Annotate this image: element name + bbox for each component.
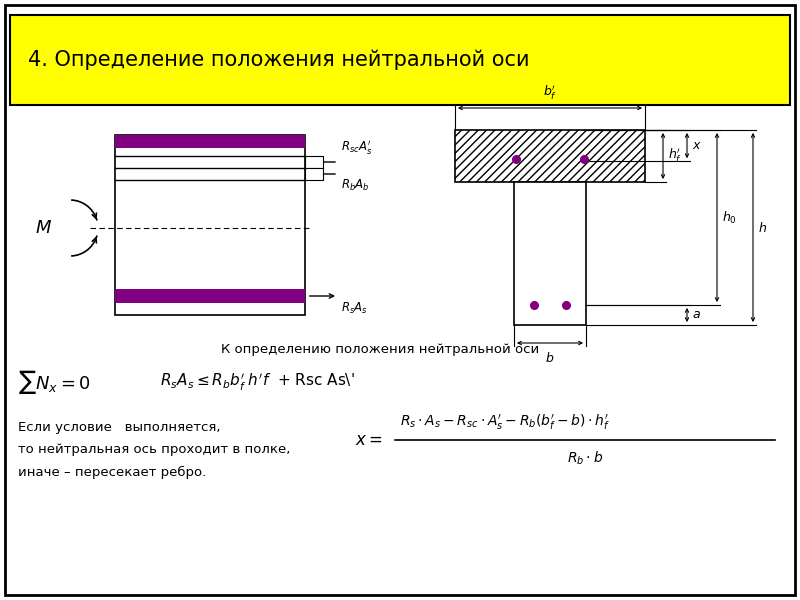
Text: $\sum N_x = 0$: $\sum N_x = 0$: [18, 368, 90, 396]
Text: $h^{\prime}_f$: $h^{\prime}_f$: [668, 147, 682, 165]
Bar: [455, 130, 645, 182]
Bar: [305, 168, 323, 180]
Text: $h_0$: $h_0$: [722, 209, 737, 226]
Text: $a$: $a$: [692, 308, 701, 322]
Bar: [514, 182, 586, 325]
FancyBboxPatch shape: [10, 15, 790, 105]
FancyBboxPatch shape: [5, 5, 795, 595]
Bar: [115, 135, 305, 315]
Text: $b$: $b$: [546, 351, 554, 365]
Text: $x$: $x$: [692, 139, 702, 152]
Text: $R_b \cdot b$: $R_b \cdot b$: [567, 449, 603, 467]
Text: $b^{\prime}_f$: $b^{\prime}_f$: [543, 84, 557, 102]
Bar: [455, 130, 645, 182]
Text: $M$: $M$: [35, 219, 52, 237]
Text: $R_{sc}A^{\prime}_s$: $R_{sc}A^{\prime}_s$: [341, 138, 373, 156]
Text: иначе – пересекает ребро.: иначе – пересекает ребро.: [18, 466, 206, 479]
Bar: [115, 289, 305, 303]
Bar: [305, 156, 323, 168]
Text: $h$: $h$: [758, 220, 767, 235]
Text: то нейтральная ось проходит в полке,: то нейтральная ось проходит в полке,: [18, 443, 290, 457]
Text: Если условие   выполняется,: Если условие выполняется,: [18, 421, 221, 434]
Text: $R_s \cdot A_s - R_{sc} \cdot A^{\prime}_s - R_b(b^{\prime}_f - b) \cdot h^{\pri: $R_s \cdot A_s - R_{sc} \cdot A^{\prime}…: [400, 412, 610, 431]
Text: $R_s A_s$: $R_s A_s$: [341, 301, 368, 316]
Text: К определению положения нейтральной оси: К определению положения нейтральной оси: [221, 343, 539, 356]
Text: 4. Определение положения нейтральной оси: 4. Определение положения нейтральной оси: [28, 50, 530, 70]
Bar: [115, 135, 305, 148]
Text: $R_b A_b$: $R_b A_b$: [341, 178, 370, 193]
Text: $R_s A_s \leq R_b b^{\prime}_f \; h^{\prime}f$  + Rsc As\': $R_s A_s \leq R_b b^{\prime}_f \; h^{\pr…: [160, 371, 355, 392]
Text: $x=$: $x=$: [355, 431, 382, 449]
